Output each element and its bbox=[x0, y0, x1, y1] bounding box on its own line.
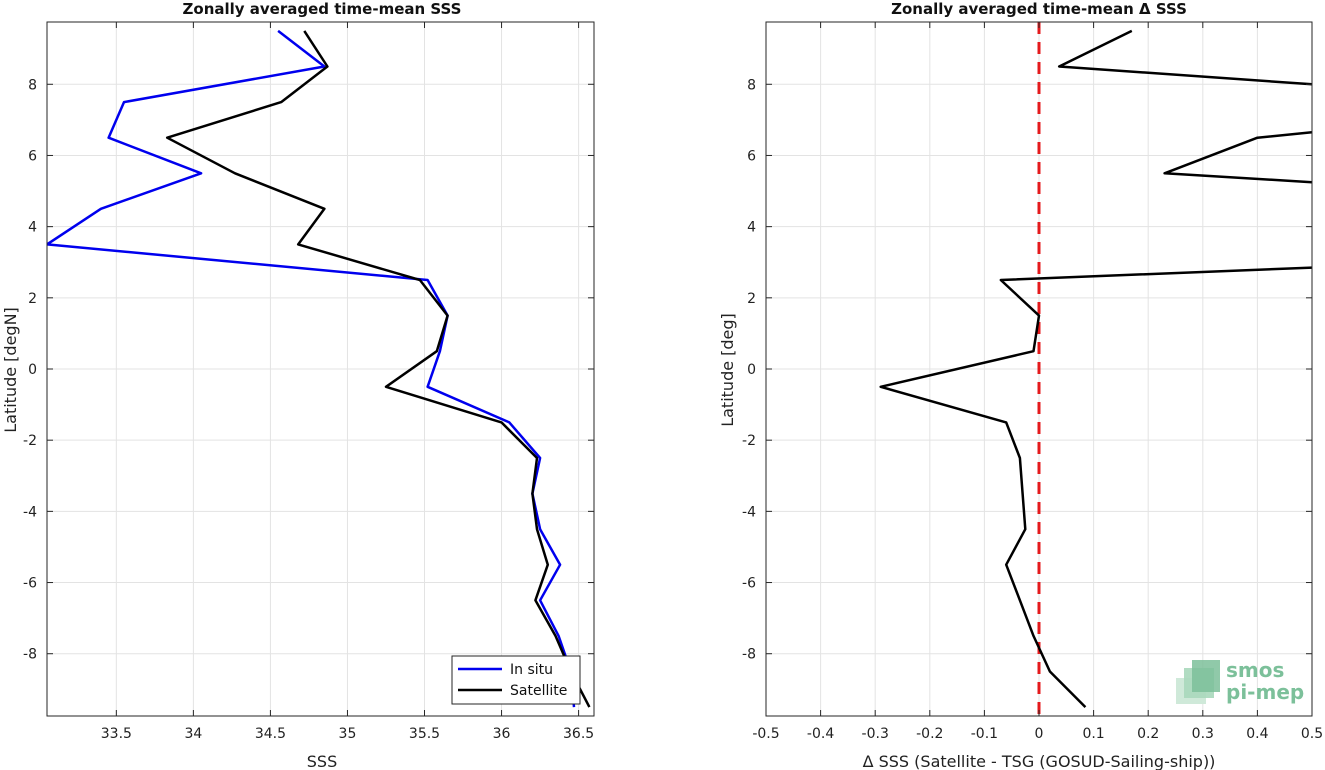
y-tick-label: 8 bbox=[747, 77, 756, 93]
x-tick-label: 36.5 bbox=[563, 726, 594, 742]
x-tick-label: 0.1 bbox=[1082, 726, 1104, 742]
y-tick-label: -6 bbox=[23, 576, 37, 592]
x-tick-label: 0.2 bbox=[1137, 726, 1159, 742]
x-tick-label: 0.3 bbox=[1192, 726, 1214, 742]
y-tick-label: -8 bbox=[742, 647, 756, 663]
series-line-satellite bbox=[165, 30, 591, 708]
x-axis-label-left: SSS bbox=[307, 752, 337, 770]
x-tick-label: 36 bbox=[493, 726, 511, 742]
logo-mark-front bbox=[1192, 660, 1220, 692]
y-axis-label-left: Latitude [degN] bbox=[1, 307, 20, 433]
x-tick-label: -0.2 bbox=[916, 726, 943, 742]
x-tick-label: 35.5 bbox=[409, 726, 440, 742]
y-tick-label: 0 bbox=[28, 362, 37, 378]
legend-label-satellite: Satellite bbox=[510, 683, 567, 699]
y-tick-label: -4 bbox=[742, 504, 756, 520]
x-tick-label: 0.5 bbox=[1301, 726, 1323, 742]
grid-left bbox=[47, 22, 594, 716]
y-tick-label: -6 bbox=[742, 576, 756, 592]
legend-box bbox=[451, 655, 581, 705]
y-tick-label: -4 bbox=[23, 504, 37, 520]
y-tick-label: -2 bbox=[23, 433, 37, 449]
x-tick-label: -0.5 bbox=[752, 726, 779, 742]
x-tick-label: 33.5 bbox=[101, 726, 132, 742]
series-line-segment-1 bbox=[1163, 131, 1312, 184]
chart-title-right: Zonally averaged time-mean Δ SSS bbox=[891, 0, 1187, 18]
y-tick-label: 2 bbox=[747, 291, 756, 307]
series-line-in-situ bbox=[47, 29, 576, 708]
legend-label-in-situ: In situ bbox=[510, 662, 553, 678]
x-tick-label: 0 bbox=[1035, 726, 1044, 742]
x-tick-label: -0.3 bbox=[862, 726, 889, 742]
x-tick-label: -0.4 bbox=[807, 726, 834, 742]
series-lines-right bbox=[879, 22, 1312, 716]
smos-pi-mep-logo: smos pi-mep bbox=[1176, 658, 1304, 704]
series-line-segment-0 bbox=[1057, 29, 1312, 86]
x-tick-label: 34 bbox=[184, 726, 202, 742]
logo-text-pi-mep: pi-mep bbox=[1226, 680, 1304, 704]
y-tick-label: -8 bbox=[23, 647, 37, 663]
series-lines-left bbox=[47, 29, 591, 708]
y-tick-label: 6 bbox=[28, 148, 37, 164]
chart-panel-delta-sss: -0.5 -0.4 -0.3 -0.2 -0.1 0 0.1 0.2 0.3 0.4 0.5 8 6 4 2… bbox=[718, 0, 1323, 770]
chart-title-left: Zonally averaged time-mean SSS bbox=[183, 0, 462, 18]
x-tick-label: -0.1 bbox=[971, 726, 998, 742]
logo-text-smos: smos bbox=[1226, 658, 1284, 682]
x-tick-label: 35 bbox=[339, 726, 357, 742]
y-tick-label: 4 bbox=[28, 220, 37, 236]
y-axis-label-right: Latitude [deg] bbox=[718, 313, 737, 427]
x-tick-label: 34.5 bbox=[255, 726, 286, 742]
y-tick-label: 0 bbox=[747, 362, 756, 378]
chart-panel-sss: 33.5 34 34.5 35 35.5 36 36.5 8 6 4 2 0 -2 -4 -6 -8 Zona… bbox=[1, 0, 595, 770]
tick-labels-right: -0.5 -0.4 -0.3 -0.2 -0.1 0 0.1 0.2 0.3 0.4 0.5 8 6 4 2… bbox=[742, 22, 1323, 742]
y-tick-label: 4 bbox=[747, 220, 756, 236]
y-tick-label: 6 bbox=[747, 148, 756, 164]
tick-labels-left: 33.5 34 34.5 35 35.5 36 36.5 8 6 4 2 0 -2 -4 -6 -8 bbox=[23, 22, 594, 742]
series-line-segment-2 bbox=[879, 266, 1312, 708]
x-axis-label-right: Δ SSS (Satellite - TSG (GOSUD-Sailing-sh… bbox=[863, 752, 1216, 770]
y-tick-label: -2 bbox=[742, 433, 756, 449]
x-tick-label: 0.4 bbox=[1246, 726, 1268, 742]
y-tick-label: 8 bbox=[28, 77, 37, 93]
y-tick-label: 2 bbox=[28, 291, 37, 307]
legend: In situ Satellite bbox=[451, 655, 581, 705]
